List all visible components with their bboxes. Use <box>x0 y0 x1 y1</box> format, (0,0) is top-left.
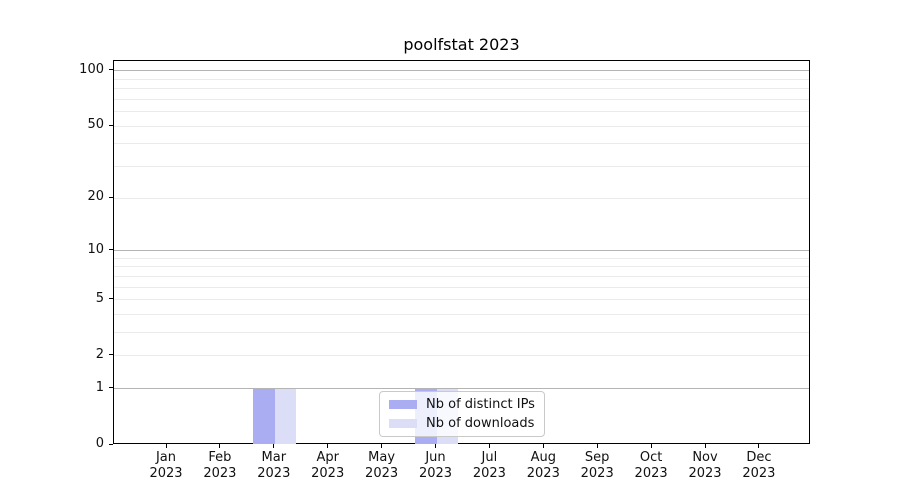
y-tick-label-10: 10 <box>87 241 104 257</box>
plot-area: Nb of distinct IPs Nb of downloads <box>113 60 810 444</box>
x-tick-mark-oct <box>650 444 652 448</box>
x-tick-mark-may <box>381 444 383 448</box>
x-tick-mark-sep <box>596 444 598 448</box>
y-tick-mark-5 <box>109 298 113 300</box>
x-tick-label-apr: Apr 2023 <box>311 450 345 481</box>
y-tick-mark-10 <box>109 249 113 251</box>
gridline-1 <box>114 388 809 390</box>
x-tick-mark-jun <box>435 444 436 448</box>
gridline-7 <box>114 275 809 277</box>
x-tick-label-jun: Jun 2023 <box>418 450 453 481</box>
gridline-3 <box>114 332 809 334</box>
x-tick-label-nov: Nov 2023 <box>688 450 722 481</box>
gridline-9 <box>114 257 809 259</box>
y-tick-mark-2 <box>109 354 113 356</box>
gridline-80 <box>114 88 809 90</box>
y-tick-label-5: 5 <box>95 290 104 306</box>
x-tick-label-feb: Feb 2023 <box>203 450 237 481</box>
x-tick-mark-aug <box>542 444 544 448</box>
y-tick-label-50: 50 <box>87 117 104 133</box>
y-tick-mark-20 <box>109 196 113 198</box>
y-tick-label-1: 1 <box>95 379 104 395</box>
gridline-6 <box>114 286 809 288</box>
gridline-70 <box>114 98 809 100</box>
x-tick-label-jan: Jan 2023 <box>149 450 183 481</box>
gridline-4 <box>114 314 809 315</box>
x-tick-mark-mar <box>273 444 275 448</box>
gridline-30 <box>114 166 809 168</box>
x-tick-label-dec: Dec 2023 <box>742 450 776 481</box>
x-tick-mark-jul <box>488 444 490 448</box>
legend: Nb of distinct IPs Nb of downloads <box>379 391 545 437</box>
x-tick-mark-dec <box>758 444 760 448</box>
y-tick-mark-100 <box>109 69 113 71</box>
legend-label: Nb of distinct IPs <box>426 397 535 412</box>
x-tick-mark-jan <box>165 444 167 448</box>
legend-swatch-distinct-ips <box>389 400 417 409</box>
bar-mar-distinct-ips <box>253 388 275 444</box>
x-tick-label-oct: Oct 2023 <box>634 450 668 481</box>
gridline-40 <box>114 143 809 145</box>
legend-item-distinct-ips: Nb of distinct IPs <box>389 397 535 412</box>
x-tick-label-mar: Mar 2023 <box>257 450 291 481</box>
x-tick-mark-nov <box>704 444 706 448</box>
gridline-5 <box>114 299 809 301</box>
legend-swatch-downloads <box>389 419 417 428</box>
x-tick-label-may: May 2023 <box>365 450 399 481</box>
x-tick-mark-apr <box>327 444 329 448</box>
gridline-2 <box>114 355 809 357</box>
bar-mar-downloads <box>274 388 297 444</box>
gridline-50 <box>114 125 809 127</box>
chart-title: poolfstat 2023 <box>403 35 520 54</box>
x-tick-label-aug: Aug 2023 <box>526 450 560 481</box>
x-tick-label-jul: Jul 2023 <box>472 450 506 481</box>
gridline-20 <box>114 197 809 199</box>
y-tick-label-2: 2 <box>95 346 104 362</box>
x-tick-label-sep: Sep 2023 <box>580 450 614 481</box>
y-tick-label-100: 100 <box>79 61 104 77</box>
x-tick-mark-feb <box>219 444 221 448</box>
gridline-90 <box>114 78 809 80</box>
y-tick-label-0: 0 <box>95 436 104 451</box>
gridline-10 <box>114 250 809 252</box>
y-tick-mark-50 <box>109 124 113 126</box>
legend-item-downloads: Nb of downloads <box>389 416 535 431</box>
y-tick-label-20: 20 <box>87 189 104 205</box>
gridline-60 <box>114 111 809 113</box>
gridline-8 <box>114 266 809 268</box>
gridline-100 <box>114 70 809 72</box>
y-tick-mark-0 <box>109 443 113 445</box>
y-tick-mark-1 <box>109 387 113 389</box>
legend-label: Nb of downloads <box>426 416 535 431</box>
